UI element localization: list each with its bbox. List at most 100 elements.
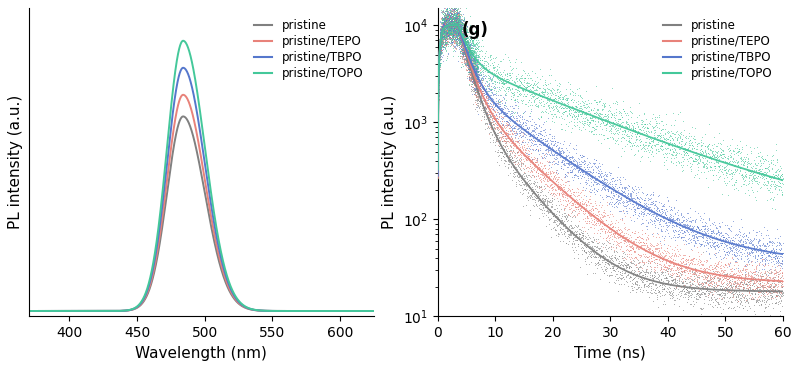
Point	[453, 34, 466, 39]
Point	[434, 9, 447, 15]
Point	[449, 31, 462, 37]
Point	[763, 250, 776, 256]
Point	[468, 57, 481, 63]
Point	[658, 162, 670, 168]
Point	[614, 195, 627, 201]
Point	[610, 262, 622, 268]
Point	[451, 9, 464, 15]
Point	[482, 109, 495, 115]
Point	[436, 39, 449, 45]
Point	[693, 226, 706, 232]
Point	[560, 195, 573, 201]
Point	[708, 153, 721, 159]
Point	[665, 277, 678, 283]
Point	[758, 287, 770, 293]
Point	[574, 152, 586, 158]
Point	[502, 122, 514, 128]
Point	[519, 101, 532, 107]
Point	[501, 150, 514, 156]
Point	[594, 120, 607, 125]
Point	[459, 43, 472, 49]
Point	[582, 173, 594, 179]
Point	[447, 18, 460, 24]
Point	[498, 118, 510, 124]
Point	[485, 124, 498, 130]
Point	[734, 164, 746, 170]
Point	[466, 74, 478, 80]
Point	[431, 172, 444, 178]
Point	[438, 28, 450, 34]
Point	[501, 72, 514, 77]
Point	[505, 135, 518, 141]
Point	[448, 27, 461, 33]
Point	[471, 97, 484, 103]
Point	[764, 196, 777, 202]
Point	[486, 119, 499, 125]
Point	[734, 155, 746, 161]
Point	[439, 38, 452, 44]
Point	[492, 143, 505, 149]
Point	[717, 151, 730, 157]
Point	[488, 59, 501, 65]
Point	[461, 55, 474, 61]
Point	[730, 253, 742, 259]
Point	[526, 190, 539, 196]
Point	[439, 39, 452, 45]
Point	[462, 69, 474, 75]
Point	[740, 276, 753, 282]
Point	[438, 12, 450, 18]
Point	[445, 25, 458, 31]
Point	[764, 256, 777, 262]
Point	[439, 28, 452, 34]
Point	[750, 284, 763, 290]
Point	[617, 135, 630, 141]
Point	[666, 216, 678, 222]
Point	[733, 237, 746, 242]
Point	[440, 43, 453, 49]
Point	[462, 49, 474, 55]
Point	[765, 173, 778, 179]
Point	[456, 11, 469, 17]
Point	[490, 130, 503, 136]
Point	[463, 63, 476, 69]
Point	[638, 206, 650, 212]
Point	[445, 9, 458, 15]
Point	[694, 286, 706, 292]
Point	[745, 275, 758, 281]
Point	[731, 293, 744, 299]
Point	[669, 234, 682, 240]
Point	[466, 38, 478, 44]
Point	[449, 4, 462, 10]
Point	[678, 275, 691, 281]
Point	[725, 247, 738, 253]
Point	[746, 163, 759, 169]
Point	[537, 200, 550, 206]
Point	[645, 243, 658, 249]
pristine/TEPO	[85, 309, 94, 313]
Point	[471, 73, 484, 79]
Point	[679, 218, 692, 224]
Point	[470, 69, 482, 75]
Point	[474, 89, 487, 95]
Point	[716, 274, 729, 280]
Point	[771, 183, 784, 189]
Point	[696, 249, 709, 255]
Point	[432, 118, 445, 124]
Point	[551, 177, 564, 183]
Point	[465, 69, 478, 75]
Point	[611, 99, 624, 105]
Point	[569, 201, 582, 207]
Point	[735, 281, 748, 287]
Point	[498, 157, 510, 163]
Point	[566, 197, 578, 203]
Point	[651, 304, 664, 310]
Point	[561, 186, 574, 192]
Point	[442, 32, 455, 38]
Point	[627, 266, 640, 272]
Point	[550, 182, 563, 188]
Point	[652, 217, 665, 223]
Point	[456, 31, 469, 37]
Point	[541, 146, 554, 152]
Point	[607, 114, 620, 120]
Point	[446, 19, 458, 25]
